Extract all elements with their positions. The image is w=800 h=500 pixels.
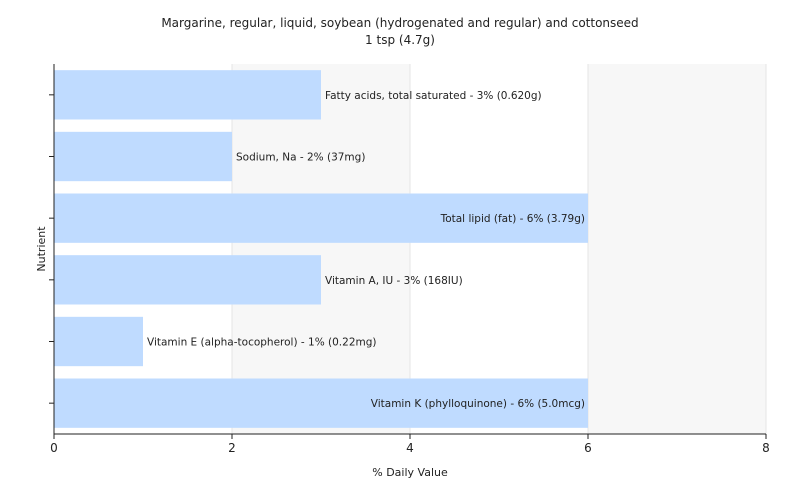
bar-label: Total lipid (fat) - 6% (3.79g)	[440, 213, 585, 225]
bar-label: Sodium, Na - 2% (37mg)	[236, 152, 365, 164]
x-tick-label: 0	[50, 441, 58, 455]
bar	[54, 131, 232, 182]
bar	[54, 378, 588, 428]
grid-lines	[231, 64, 767, 434]
bar-label: Vitamin A, IU - 3% (168IU)	[325, 275, 463, 287]
grid-band	[232, 64, 410, 434]
bar-label: Vitamin E (alpha-tocopherol) - 1% (0.22m…	[147, 337, 377, 349]
chart-subtitle: 1 tsp (4.7g)	[365, 33, 435, 47]
x-axis-title: % Daily Value	[372, 466, 448, 479]
x-tick-label: 4	[406, 441, 414, 455]
bar	[54, 316, 143, 367]
x-tick-label: 8	[762, 441, 770, 455]
bar-label: Vitamin K (phylloquinone) - 6% (5.0mcg)	[371, 398, 585, 410]
bar	[54, 255, 321, 305]
bar-label: Fatty acids, total saturated - 3% (0.620…	[325, 90, 542, 102]
bar	[54, 193, 588, 243]
bars: Fatty acids, total saturated - 3% (0.620…	[54, 70, 588, 428]
x-tick-label: 2	[228, 441, 236, 455]
x-tick-label: 6	[584, 441, 592, 455]
y-axis-title: Nutrient	[35, 226, 48, 272]
axes: 0 2 4 6 8	[49, 64, 770, 455]
chart-title: Margarine, regular, liquid, soybean (hyd…	[161, 16, 639, 30]
bar	[54, 70, 321, 120]
grid-band	[588, 64, 766, 434]
